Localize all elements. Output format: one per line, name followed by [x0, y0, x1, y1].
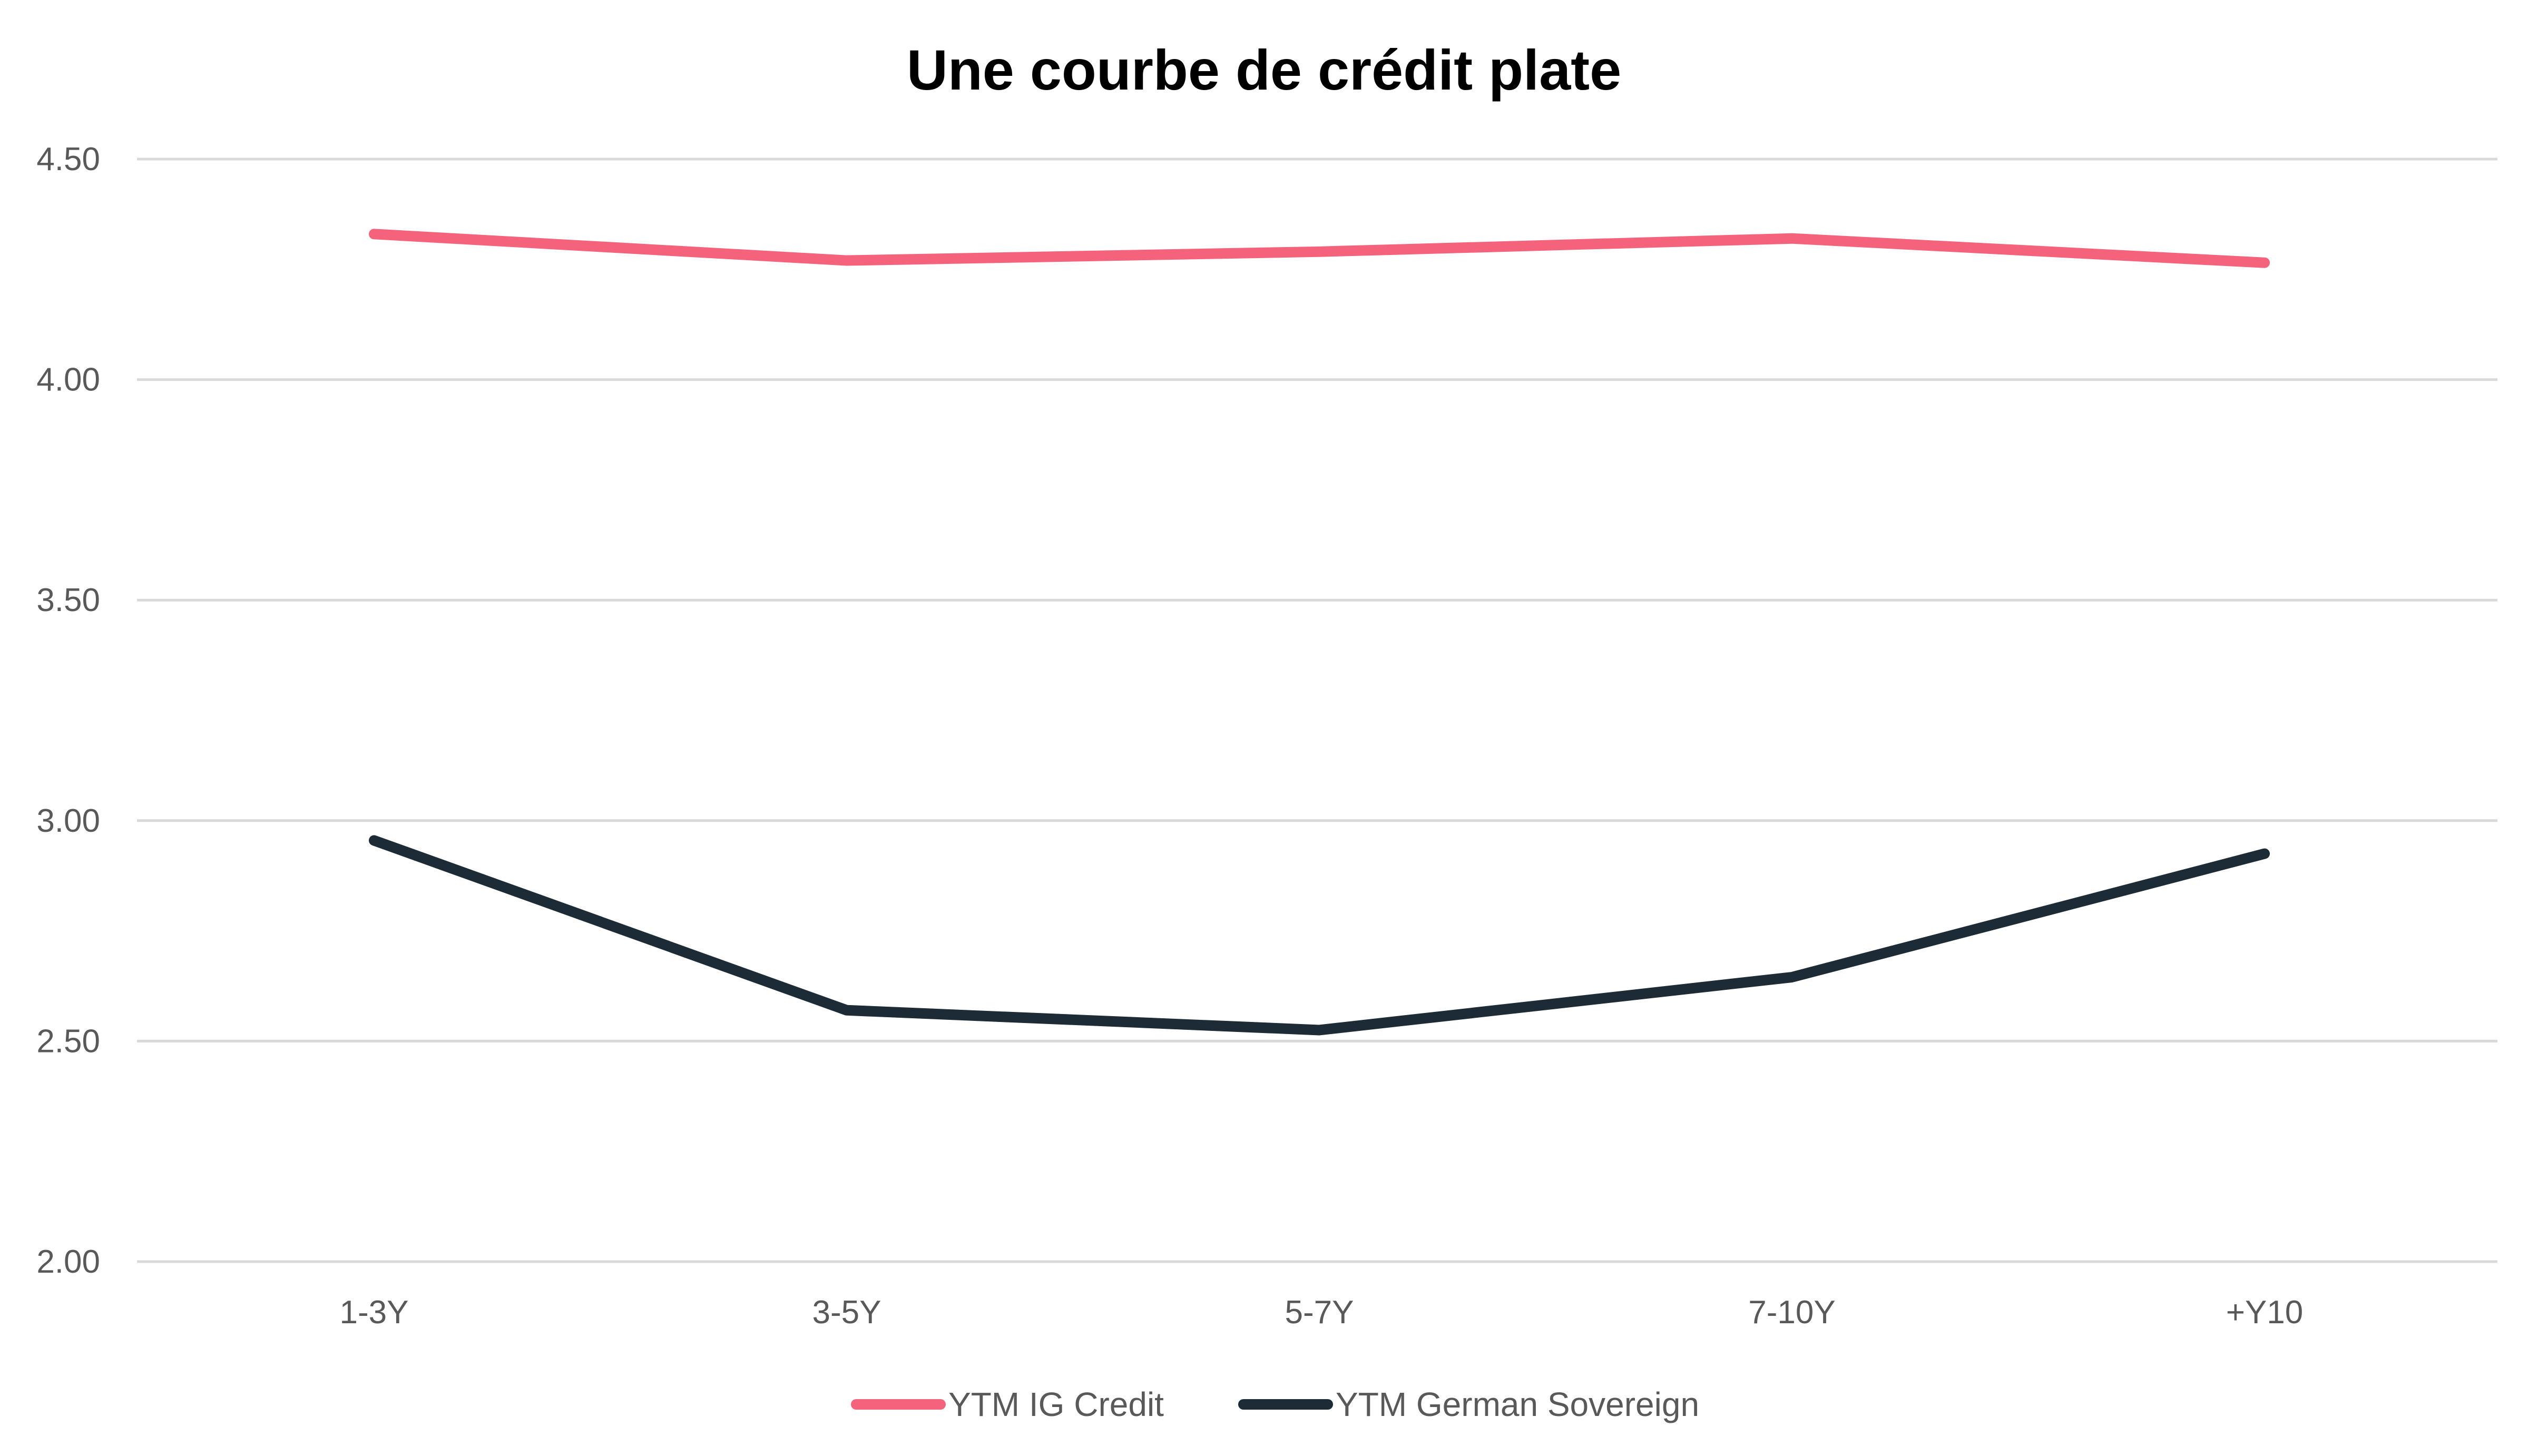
x-tick-label: +Y10: [2226, 1294, 2304, 1331]
gridlines: [137, 158, 2497, 1263]
y-tick-label: 4.00: [36, 362, 100, 398]
series-line-ytm-ig-credit: [369, 229, 2270, 268]
legend-label: YTM German Sovereign: [1336, 1385, 1699, 1423]
y-tick-label: 3.00: [36, 803, 100, 839]
y-axis-tick-labels: 2.00 2.50 3.00 3.50 4.00 4.50: [36, 141, 100, 1280]
y-tick-label: 3.50: [36, 582, 100, 618]
chart-title: Une courbe de crédit plate: [907, 38, 1621, 102]
y-tick-label: 2.50: [36, 1023, 100, 1059]
series-lines: [369, 229, 2270, 1036]
legend: YTM IG Credit YTM German Sovereign: [851, 1385, 1699, 1423]
x-axis-tick-labels: 1-3Y 3-5Y 5-7Y 7-10Y +Y10: [340, 1294, 2304, 1331]
x-tick-label: 7-10Y: [1748, 1294, 1835, 1331]
x-tick-label: 1-3Y: [340, 1294, 409, 1331]
series-line-ytm-german-sovereign: [369, 835, 2270, 1036]
y-tick-label: 2.00: [36, 1244, 100, 1280]
x-tick-label: 5-7Y: [1285, 1294, 1354, 1331]
y-tick-label: 4.50: [36, 141, 100, 178]
x-tick-label: 3-5Y: [812, 1294, 881, 1331]
legend-label: YTM IG Credit: [948, 1385, 1164, 1423]
